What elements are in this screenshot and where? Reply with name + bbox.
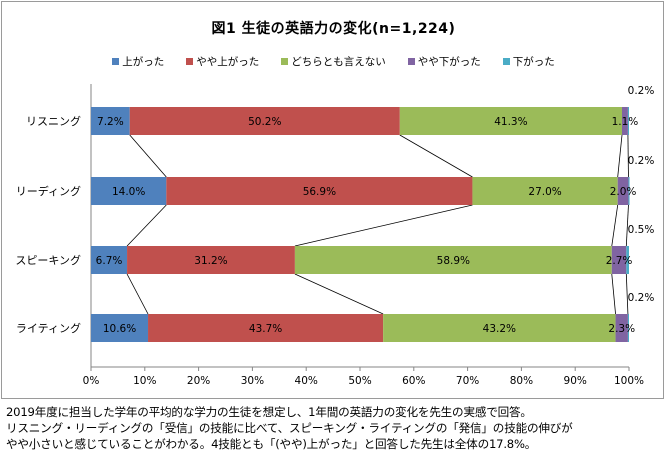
legend-label: どちらとも言えない: [291, 56, 386, 68]
legend-item: やや上がった: [186, 54, 259, 69]
stacked-bar-plot: 0% 10% 20% 30% 40% 50% 60% 70% 80% 90% 100% リスニング 7.…: [15, 84, 655, 387]
legend-swatch: [281, 58, 289, 65]
x-tick-label: 10%: [133, 375, 156, 387]
data-label: 10.6%: [103, 323, 136, 335]
series-connector-line: [129, 134, 167, 178]
bar-segment: [148, 314, 384, 342]
data-label: 0.2%: [628, 155, 655, 167]
data-label: 0.2%: [628, 85, 655, 97]
legend-label: 下がった: [512, 56, 555, 68]
caption-line-2: リスニング・リーディングの「受信」の技能に比べて、スピーキング・ライティングの「…: [6, 421, 573, 435]
bar-segment: [129, 107, 400, 135]
data-label: 27.0%: [528, 186, 561, 198]
x-tick-label: 0%: [83, 375, 100, 387]
series-connector-line: [294, 204, 473, 247]
legend-swatch: [186, 58, 194, 65]
legend-swatch: [112, 58, 120, 65]
legend-swatch: [502, 58, 510, 65]
category-label: リスニング: [26, 114, 81, 128]
chart-legend: 上がった やや上がった どちらとも言えない やや下がった 下がった: [2, 54, 665, 69]
bar-segment: [611, 246, 627, 274]
series-connector-line: [294, 273, 384, 315]
category-label: リーディング: [16, 184, 81, 198]
caption: 2019年度に担当した学年の平均的な学力の生徒を想定し、1年間の英語力の変化を先…: [6, 404, 664, 452]
bar-segment: [127, 246, 295, 274]
bar-segment: [91, 246, 128, 274]
bar-segment: [627, 107, 629, 135]
data-label: 2.0%: [610, 186, 637, 198]
data-label: 0.5%: [628, 224, 655, 236]
bar-segment: [627, 314, 629, 342]
series-connector-line: [625, 273, 629, 315]
legend-item: 上がった: [112, 54, 164, 69]
data-label: 2.3%: [608, 323, 635, 335]
x-tick-label: 40%: [295, 375, 318, 387]
bar-segment: [294, 246, 612, 274]
bar-segment: [91, 107, 130, 135]
data-label: 41.3%: [494, 116, 527, 128]
chart-frame: 図1 生徒の英語力の変化(n=1,224) 上がった やや上がった どちらとも言えな…: [1, 1, 664, 399]
bar-segment: [399, 107, 623, 135]
data-label: 0.2%: [628, 292, 655, 304]
data-label: 56.9%: [303, 186, 336, 198]
bar-segment: [626, 246, 629, 274]
series-connector-line: [611, 273, 616, 315]
caption-line-3: やや小さいと感じていることがわかる。4技能とも「(やや)上がった」と回答した先生…: [6, 437, 537, 451]
bar-segment: [617, 177, 629, 205]
bar-segment: [91, 314, 149, 342]
bar-segment: [166, 177, 473, 205]
x-tick-label: 70%: [456, 375, 479, 387]
x-tick-label: 90%: [564, 375, 587, 387]
series-connector-line: [126, 204, 167, 247]
x-tick-label: 30%: [241, 375, 264, 387]
data-label: 6.7%: [96, 255, 123, 267]
series-connector-line: [611, 204, 619, 247]
series-connector-line: [627, 134, 629, 178]
legend-label: 上がった: [122, 56, 165, 68]
chart-title: 図1 生徒の英語力の変化(n=1,224): [211, 21, 456, 37]
data-label: 1.1%: [612, 116, 639, 128]
bar-segment: [91, 177, 167, 205]
x-tick-label: 80%: [510, 375, 533, 387]
x-tick-label: 100%: [614, 375, 644, 387]
series-connector-line: [617, 134, 623, 178]
bar-segment: [622, 107, 628, 135]
legend-item: 下がった: [502, 54, 555, 69]
bar-segment: [472, 177, 618, 205]
bar-segment: [628, 177, 630, 205]
series-connector-line: [126, 273, 149, 315]
series-connector-line: [625, 204, 629, 247]
data-label: 14.0%: [112, 186, 145, 198]
data-label: 43.7%: [249, 323, 282, 335]
category-label: ライティング: [16, 321, 81, 335]
legend-label: やや上がった: [196, 56, 260, 68]
data-label: 43.2%: [483, 323, 516, 335]
data-label: 50.2%: [248, 116, 281, 128]
data-label: 2.7%: [606, 255, 633, 267]
x-tick-label: 50%: [348, 375, 371, 387]
caption-line-1: 2019年度に担当した学年の平均的な学力の生徒を想定し、1年間の英語力の変化を先…: [6, 405, 532, 419]
category-label: スピーキング: [15, 253, 81, 267]
data-label: 31.2%: [194, 255, 227, 267]
x-tick-label: 60%: [402, 375, 425, 387]
legend-item: やや下がった: [407, 54, 481, 69]
data-label: 58.9%: [437, 255, 470, 267]
bar-segment: [383, 314, 616, 342]
legend-swatch: [407, 58, 415, 65]
legend-item: どちらとも言えない: [281, 54, 386, 69]
series-connector-line: [399, 134, 473, 178]
data-label: 7.2%: [97, 116, 124, 128]
bar-segment: [615, 314, 628, 342]
legend-label: やや下がった: [417, 56, 481, 68]
x-tick-label: 20%: [187, 375, 210, 387]
